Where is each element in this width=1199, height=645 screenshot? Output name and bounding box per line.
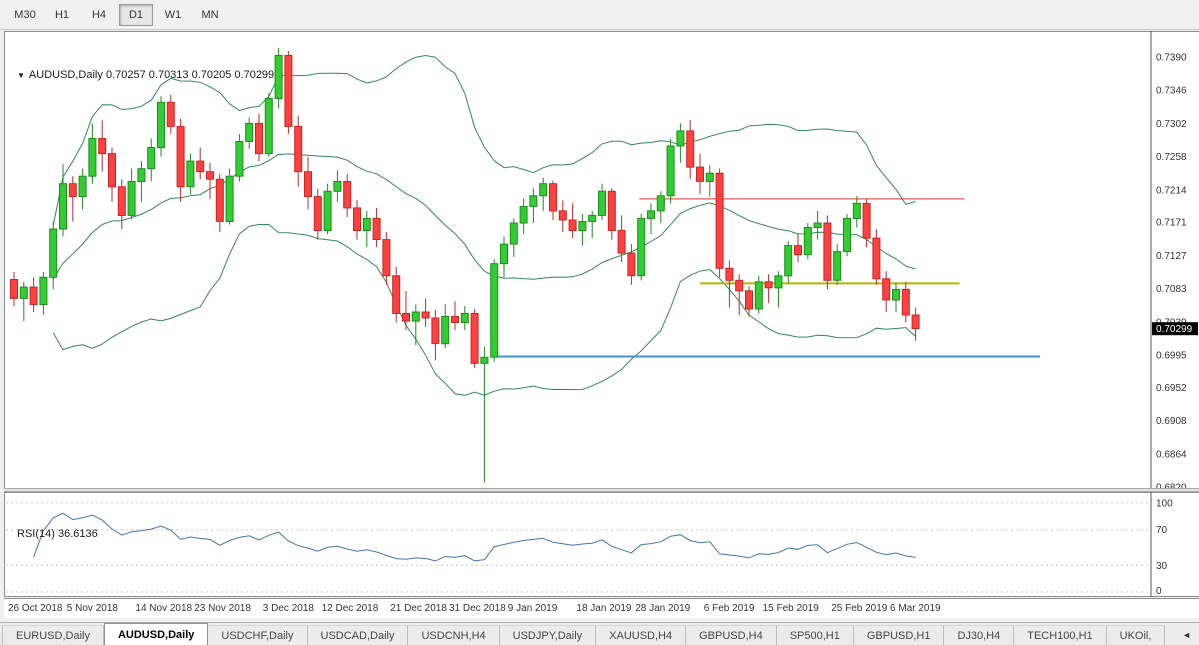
date-axis-label: 14 Nov 2018 [135, 603, 193, 614]
svg-text:0.7127: 0.7127 [1156, 251, 1187, 262]
svg-text:0.7083: 0.7083 [1156, 284, 1187, 295]
panel-splitter[interactable] [4, 488, 1199, 492]
svg-text:0.7346: 0.7346 [1156, 86, 1187, 97]
chart-ohlc-values: 0.70257 0.70313 0.70205 0.70299 [105, 69, 275, 81]
chart-symbol-label: AUDUSD,Daily [28, 69, 103, 81]
rsi-indicator-label: RSI(14) 36.6136 [17, 528, 98, 540]
current-price-badge: 0.70299 [1152, 322, 1198, 336]
svg-text:0.6995: 0.6995 [1156, 351, 1187, 362]
svg-text:0.7390: 0.7390 [1156, 53, 1187, 64]
svg-text:0.7171: 0.7171 [1156, 218, 1187, 229]
date-axis-label: 15 Feb 2019 [762, 603, 819, 614]
date-axis-label: 3 Dec 2018 [262, 603, 314, 614]
rsi-level-lines [6, 502, 1151, 593]
timeframe-button-m30[interactable]: M30 [14, 8, 36, 21]
date-axis-label: 26 Oct 2018 [8, 603, 63, 614]
date-axis-label: 21 Dec 2018 [390, 603, 447, 614]
chart-tab-gbpusd-h1[interactable]: GBPUSD,H1 [853, 625, 945, 645]
date-axis-label: 12 Dec 2018 [321, 603, 379, 614]
timeframe-toolbar: M30 H1 H4 D1 W1 MN [0, 0, 1199, 30]
rsi-line [33, 512, 916, 562]
main-price-chart[interactable]: 0.7390 0.7346 0.7302 0.7258 0.7214 0.7171 0.71… [4, 31, 1199, 488]
date-axis-label: 28 Jan 2019 [635, 603, 691, 614]
svg-text:70: 70 [1156, 525, 1168, 536]
timeframe-button-d1[interactable]: D1 [119, 3, 153, 26]
svg-text:0.7302: 0.7302 [1156, 119, 1187, 130]
bollinger-bands [52, 54, 916, 396]
chart-tab-xauusd-h4[interactable]: XAUUSD,H4 [596, 625, 687, 645]
chart-tab-tech100-h1[interactable]: TECH100,H1 [1014, 625, 1107, 645]
chart-tab-usdjpy-daily[interactable]: USDJPY,Daily [499, 625, 597, 645]
chart-title: ▼ AUDUSD,Daily 0.70257 0.70313 0.70205 0.… [17, 69, 274, 81]
date-axis-label: 6 Mar 2019 [890, 603, 941, 614]
date-axis-label: 25 Feb 2019 [831, 603, 888, 614]
date-axis-label: 6 Feb 2019 [703, 603, 755, 614]
chart-tab-audusd-daily[interactable]: AUDUSD,Daily [103, 623, 209, 645]
svg-text:0.6820: 0.6820 [1156, 483, 1187, 489]
svg-text:0.70299: 0.70299 [1156, 324, 1193, 335]
chart-tab-eurusd-daily[interactable]: EURUSD,Daily [2, 625, 104, 645]
date-axis-label: 23 Nov 2018 [194, 603, 251, 614]
candles-layer [10, 47, 920, 483]
date-axis-label: 18 Jan 2019 [576, 603, 632, 614]
chart-tab-usdchf-daily[interactable]: USDCHF,Daily [208, 625, 308, 645]
timeframe-button-h4[interactable]: H4 [91, 8, 107, 21]
price-axis[interactable]: 0.7390 0.7346 0.7302 0.7258 0.7214 0.7171 0.71… [1156, 53, 1187, 489]
date-axis-label: 5 Nov 2018 [66, 603, 118, 614]
date-axis-label: 31 Dec 2018 [449, 603, 506, 614]
rsi-indicator-chart[interactable]: 100 70 30 0 [4, 492, 1199, 597]
chart-tab-ukoil-[interactable]: UKOil, [1106, 625, 1166, 645]
svg-text:0.7258: 0.7258 [1156, 152, 1187, 163]
timeframe-button-w1[interactable]: W1 [164, 8, 182, 21]
chart-collapse-icon[interactable]: ▼ [17, 71, 25, 80]
chart-tab-usdcad-daily[interactable]: USDCAD,Daily [307, 625, 409, 645]
chart-tab-sp500-h1[interactable]: SP500,H1 [776, 625, 854, 645]
chart-tab-dj30-h4[interactable]: DJ30,H4 [944, 625, 1015, 645]
chart-tab-bar: EURUSD,Daily AUDUSD,Daily USDCHF,Daily USDC… [0, 622, 1199, 645]
date-axis[interactable]: 26 Oct 2018 5 Nov 2018 14 Nov 2018 23 Nov 2… [4, 598, 1199, 618]
timeframe-button-mn[interactable]: MN [201, 8, 219, 21]
horizontal-lines[interactable] [497, 198, 1041, 358]
chart-tab-usdcnh-h4[interactable]: USDCNH,H4 [408, 625, 500, 645]
date-axis-label: 9 Jan 2019 [507, 603, 558, 614]
svg-text:30: 30 [1156, 561, 1168, 572]
chart-tab-gbpusd-h4[interactable]: GBPUSD,H4 [686, 625, 777, 645]
svg-text:100: 100 [1156, 499, 1173, 510]
svg-text:0: 0 [1156, 586, 1162, 597]
svg-text:0.7214: 0.7214 [1156, 185, 1187, 196]
svg-text:0.6908: 0.6908 [1156, 416, 1187, 427]
rsi-axis[interactable]: 100 70 30 0 [1156, 499, 1173, 598]
timeframe-button-h1[interactable]: H1 [54, 8, 70, 21]
svg-text:0.6864: 0.6864 [1156, 449, 1187, 460]
svg-text:0.6952: 0.6952 [1156, 383, 1187, 394]
tab-scroll-left-icon[interactable]: ◄ [1182, 630, 1191, 640]
